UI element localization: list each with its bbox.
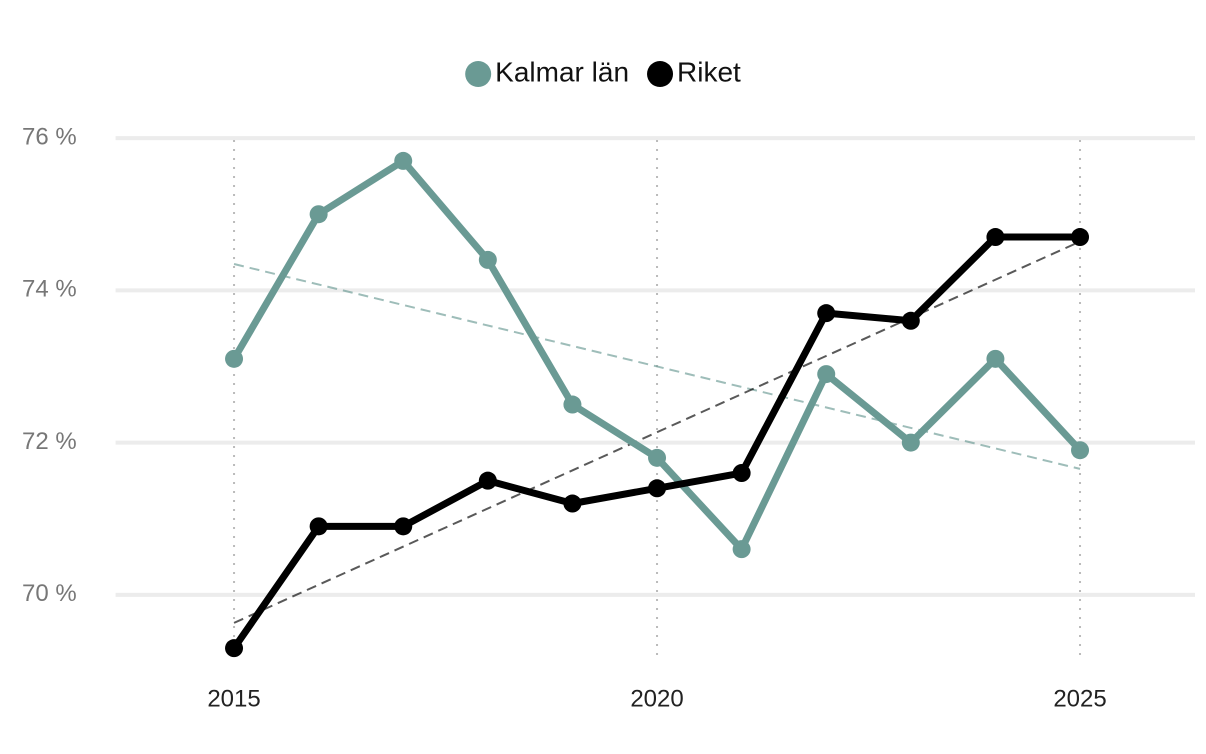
data-point	[648, 448, 667, 467]
data-point	[563, 395, 582, 414]
data-point	[648, 479, 667, 498]
legend-item: Riket	[647, 56, 741, 87]
data-point	[478, 471, 497, 490]
data-point	[394, 151, 413, 170]
data-point	[732, 464, 751, 483]
y-tick-label: 76 %	[22, 123, 77, 150]
legend: Kalmar län Riket	[465, 56, 741, 87]
legend-label: Kalmar län	[495, 56, 629, 87]
data-point	[986, 349, 1005, 368]
trend-line	[233, 240, 1081, 624]
data-point	[309, 205, 328, 224]
x-tick-label: 2025	[1053, 685, 1106, 712]
data-point	[563, 494, 582, 513]
x-tick-label: 2020	[630, 685, 683, 712]
data-point	[732, 540, 751, 559]
x-tick-label: 2015	[207, 685, 260, 712]
legend-label: Riket	[677, 56, 741, 87]
data-point	[817, 304, 836, 323]
data-point	[225, 639, 244, 658]
data-point	[394, 517, 413, 536]
data-point	[901, 433, 920, 452]
data-point	[901, 311, 920, 330]
trend-line	[233, 263, 1081, 470]
y-tick-label: 70 %	[22, 580, 77, 607]
data-point	[986, 228, 1005, 247]
data-point	[225, 349, 244, 368]
y-tick-label: 72 %	[22, 428, 77, 455]
data-point	[1071, 441, 1090, 460]
data-point	[478, 250, 497, 269]
legend-marker	[647, 61, 674, 87]
legend-item: Kalmar län	[465, 56, 629, 87]
legend-marker	[465, 61, 492, 87]
data-point	[1071, 228, 1090, 247]
data-point	[817, 365, 836, 384]
data-point	[309, 517, 328, 536]
y-tick-label: 74 %	[22, 276, 77, 303]
